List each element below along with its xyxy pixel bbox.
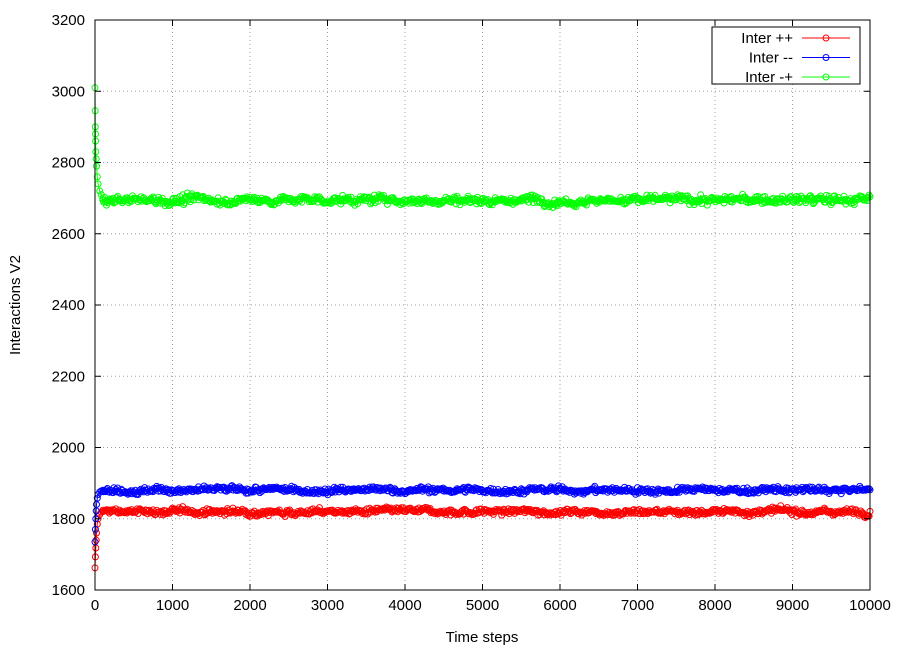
y-tick-label: 2000 xyxy=(52,440,85,457)
data-layer xyxy=(91,84,874,572)
legend-marker xyxy=(822,54,830,61)
data-point xyxy=(92,148,100,156)
y-tick-label: 3200 xyxy=(52,12,85,29)
x-tick-label: 5000 xyxy=(466,597,499,614)
data-point xyxy=(565,508,573,516)
y-tick-label: 3000 xyxy=(52,83,85,100)
data-point xyxy=(237,195,245,203)
data-point xyxy=(487,485,495,492)
y-tick-label: 2800 xyxy=(52,155,85,172)
data-point xyxy=(210,507,218,515)
data-point xyxy=(222,486,229,494)
y-tick-label: 2600 xyxy=(52,226,85,243)
legend: Inter ++ Inter -- Inter -+ xyxy=(711,26,861,86)
data-point xyxy=(764,486,772,494)
legend-label: Inter ++ xyxy=(741,30,793,47)
data-point xyxy=(267,201,275,208)
x-tick-label: 3000 xyxy=(311,597,344,614)
x-tick-label: 7000 xyxy=(621,597,654,614)
data-point xyxy=(538,195,546,203)
y-tick-label: 1800 xyxy=(52,511,85,528)
data-point xyxy=(163,510,171,517)
data-point xyxy=(299,192,307,200)
grid-layer xyxy=(95,20,870,590)
series-2 xyxy=(91,84,874,211)
data-point xyxy=(93,494,101,502)
legend-marker xyxy=(822,73,830,81)
data-point xyxy=(673,489,681,496)
data-point xyxy=(453,509,461,517)
x-tick-label: 4000 xyxy=(388,597,421,614)
data-point xyxy=(92,155,100,163)
data-point xyxy=(572,203,580,211)
data-point xyxy=(709,486,717,494)
data-point xyxy=(865,485,873,493)
y-tick-label: 2400 xyxy=(52,297,85,314)
data-point xyxy=(723,194,731,202)
data-point xyxy=(413,484,421,492)
x-tick-label: 10000 xyxy=(849,597,891,614)
data-point xyxy=(174,488,182,496)
x-tick-label: 0 xyxy=(91,597,99,614)
data-point xyxy=(861,486,869,494)
data-point xyxy=(450,193,458,201)
y-tick-label: 2200 xyxy=(52,368,85,385)
data-point xyxy=(830,509,838,517)
data-point xyxy=(96,187,104,195)
data-point xyxy=(499,508,507,516)
data-point xyxy=(715,196,723,204)
series-1 xyxy=(91,482,874,546)
x-tick-label: 8000 xyxy=(698,597,731,614)
data-point xyxy=(92,137,100,145)
data-point xyxy=(864,486,872,494)
data-point xyxy=(536,199,544,207)
data-point xyxy=(93,173,101,181)
legend-label: Inter -+ xyxy=(745,69,793,86)
data-point xyxy=(93,529,100,537)
data-point xyxy=(354,200,362,208)
data-point xyxy=(789,197,797,205)
legend-label: Inter -- xyxy=(749,50,793,67)
data-point xyxy=(321,485,329,493)
x-tick-label: 1000 xyxy=(156,597,189,614)
data-point xyxy=(720,199,728,207)
series-0 xyxy=(91,502,874,572)
data-point xyxy=(185,507,193,515)
data-point xyxy=(548,484,556,492)
data-point xyxy=(368,198,375,206)
data-point xyxy=(227,483,235,490)
y-axis-label: Interactions V2 xyxy=(7,255,24,355)
data-point xyxy=(579,198,587,205)
x-axis-label: Time steps xyxy=(446,629,519,646)
data-point xyxy=(93,162,100,170)
data-point xyxy=(721,488,729,496)
data-point xyxy=(169,194,177,202)
data-point xyxy=(156,510,164,518)
data-point xyxy=(714,197,722,205)
data-point xyxy=(276,193,284,201)
data-point xyxy=(691,511,699,519)
x-tick-label: 9000 xyxy=(776,597,809,614)
data-point xyxy=(152,200,160,208)
data-point xyxy=(293,197,301,205)
data-point xyxy=(92,536,100,544)
data-point xyxy=(434,200,442,207)
data-point xyxy=(492,506,500,513)
data-point xyxy=(565,200,573,207)
data-point xyxy=(319,489,327,497)
x-tick-label: 2000 xyxy=(233,597,266,614)
tick-layer: 0 1000 2000 3000 4000 5000 6000 7000 8000 9000 100… xyxy=(52,12,891,614)
legend-box xyxy=(711,26,861,85)
x-tick-label: 6000 xyxy=(543,597,576,614)
series-line xyxy=(94,87,871,209)
y-tick-label: 1600 xyxy=(52,582,85,599)
data-point xyxy=(815,194,823,202)
data-point xyxy=(806,483,814,491)
data-point xyxy=(165,486,173,494)
legend-marker xyxy=(822,34,830,42)
